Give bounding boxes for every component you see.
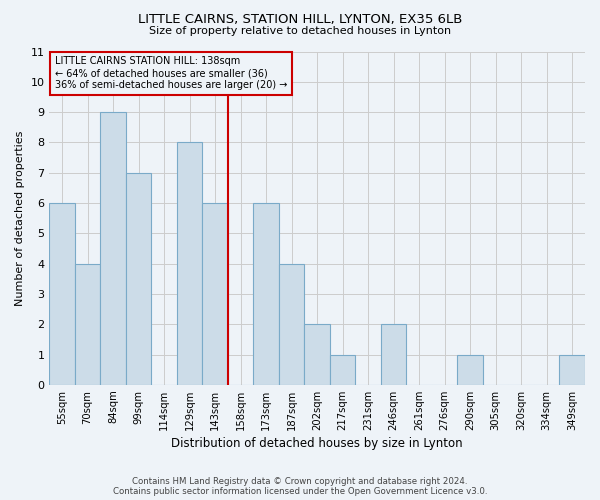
Bar [75, 264, 100, 385]
Bar [202, 203, 228, 385]
Bar [304, 324, 330, 385]
Bar [177, 142, 202, 385]
Text: Contains HM Land Registry data © Crown copyright and database right 2024.: Contains HM Land Registry data © Crown c… [132, 478, 468, 486]
Y-axis label: Number of detached properties: Number of detached properties [15, 130, 25, 306]
Bar [279, 264, 304, 385]
Bar [49, 203, 75, 385]
Bar [381, 324, 406, 385]
Bar [330, 354, 355, 385]
Bar [253, 203, 279, 385]
Bar [457, 354, 483, 385]
Bar [100, 112, 126, 385]
Text: LITTLE CAIRNS, STATION HILL, LYNTON, EX35 6LB: LITTLE CAIRNS, STATION HILL, LYNTON, EX3… [138, 12, 462, 26]
Text: LITTLE CAIRNS STATION HILL: 138sqm
← 64% of detached houses are smaller (36)
36%: LITTLE CAIRNS STATION HILL: 138sqm ← 64%… [55, 56, 287, 90]
Bar [126, 172, 151, 385]
Text: Size of property relative to detached houses in Lynton: Size of property relative to detached ho… [149, 26, 451, 36]
Bar [559, 354, 585, 385]
Text: Contains public sector information licensed under the Open Government Licence v3: Contains public sector information licen… [113, 487, 487, 496]
X-axis label: Distribution of detached houses by size in Lynton: Distribution of detached houses by size … [172, 437, 463, 450]
